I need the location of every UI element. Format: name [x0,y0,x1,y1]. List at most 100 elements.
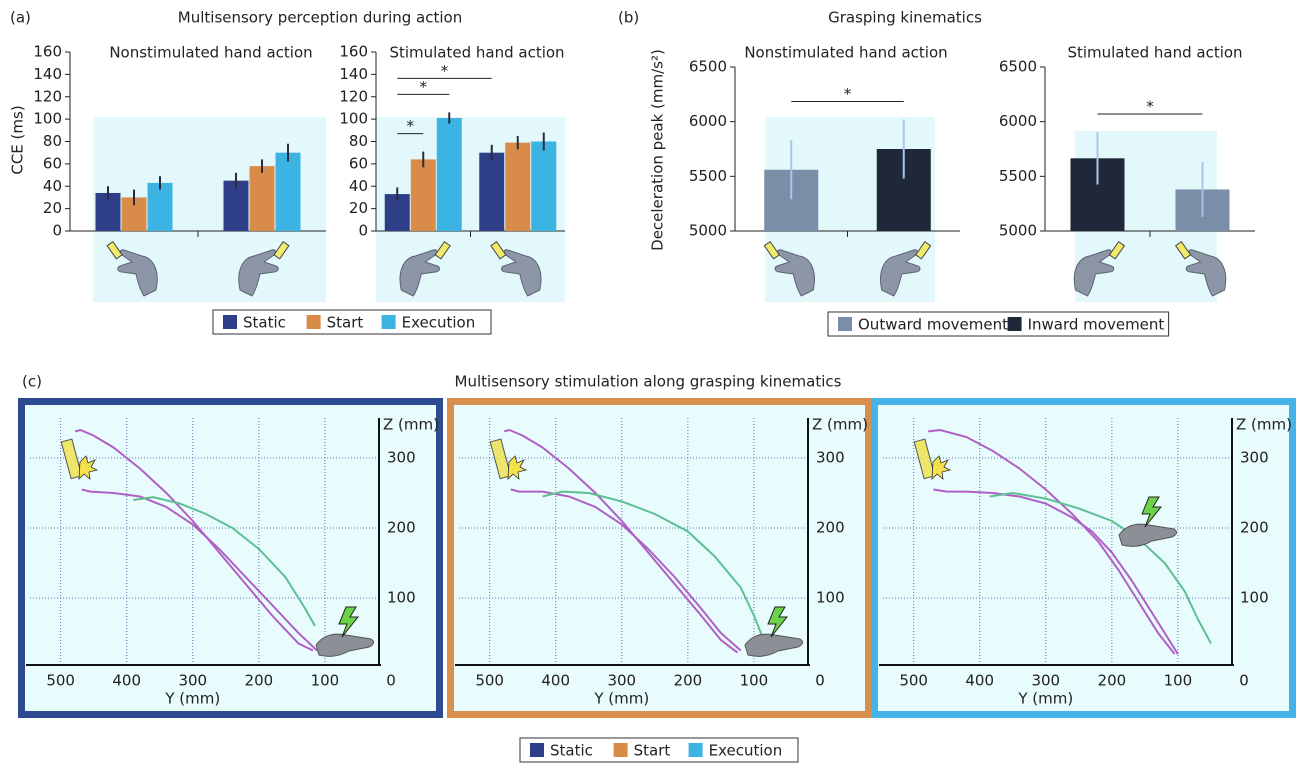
y-tick-label: 40 [43,177,62,195]
chart-subtitle: Stimulated hand action [389,44,564,62]
stimulator-icon [489,438,512,480]
y-tick-label: 0 [358,222,368,240]
y-axis-label: CCE (ms) [9,105,27,174]
hand-shape [1073,249,1115,297]
y-tick-label: 60 [43,154,62,172]
legend-label: Execution [402,314,476,332]
y-tick-label: 6000 [689,112,727,130]
x-tick-label: 0 [815,672,825,690]
trajectory-line [510,488,742,652]
hand-icon [1174,241,1227,297]
stimulator-icon [915,241,932,260]
y-tick-label: 200 [387,519,416,537]
hand-icon [1073,241,1126,297]
bar [223,180,249,231]
y-tick-label: 80 [43,132,62,150]
y-tick-label: 160 [33,43,62,61]
trajectory-line [133,496,316,627]
legend-box [212,309,492,335]
y-tick-label: 100 [387,589,416,607]
legend-label: Execution [709,742,783,760]
hand-icon [399,241,451,297]
y-tick-label: 300 [816,449,845,467]
stimulator-icon [1108,241,1126,260]
legend-label: Start [634,742,671,760]
plot-frame [447,398,872,718]
legend-swatch [838,317,852,331]
stimulator-icon [106,241,123,260]
legend-swatch [223,315,237,329]
hand-shape [774,249,815,297]
x-tick-label: 500 [46,672,75,690]
x-tick-label: 400 [541,672,570,690]
y-tick-label: 6000 [999,112,1037,130]
hand-icon [490,241,542,297]
y-tick-label: 100 [816,589,845,607]
y-tick-label: 5500 [999,167,1037,185]
bar [479,152,505,231]
y-tick-label: 100 [1240,589,1269,607]
y-tick-label: 160 [339,43,368,61]
panel-title: Multisensory stimulation along grasping … [455,373,842,391]
hand-icon [238,241,290,297]
y-axis-label: Z (mm) [383,416,439,434]
x-tick-label: 200 [245,672,274,690]
significance-label: * [1146,98,1154,116]
trajectory-line [933,488,1179,655]
y-axis-label: Z (mm) [812,416,868,434]
hand-shape [238,249,279,297]
bar [249,166,275,231]
y-tick-label: 300 [387,449,416,467]
bar [410,159,436,231]
bar [531,141,557,231]
trajectory-line [81,488,318,652]
stimulator-icon [60,438,83,480]
y-axis-label: Deceleration peak (mm/s²) [649,49,667,251]
stimulator-icon [490,241,507,260]
chart-subtitle: Nonstimulated hand action [109,44,312,62]
bar [147,182,173,231]
spark-icon [78,455,99,481]
x-tick-label: 500 [475,672,504,690]
y-tick-label: 140 [339,65,368,83]
x-tick-label: 400 [965,672,994,690]
y-tick-label: 40 [349,177,368,195]
x-tick-label: 300 [607,672,636,690]
y-tick-label: 120 [33,87,62,105]
lightning-icon [1141,496,1163,528]
y-tick-label: 5000 [689,222,727,240]
plot-frame [871,398,1296,718]
bar [505,142,531,231]
stimulator-icon [763,241,780,260]
legend-box [519,737,799,763]
x-tick-label: 0 [1239,672,1249,690]
y-tick-label: 20 [349,199,368,217]
y-tick-label: 6500 [999,58,1037,76]
legend-swatch [613,743,628,757]
legend-label: Inward movement [1028,316,1165,334]
x-tick-label: 200 [1098,672,1127,690]
x-axis-label: Y (mm) [164,690,220,708]
x-axis-label: Y (mm) [1017,690,1073,708]
hand-shape [880,249,921,297]
hand-icon [106,241,158,297]
legend-swatch [530,743,544,757]
hand-icon [744,633,804,657]
lightning-icon [767,606,789,638]
trajectory-line [503,428,739,654]
y-tick-label: 6500 [689,58,727,76]
legend-label: Static [550,742,593,760]
hand-icon [763,241,815,297]
x-tick-label: 0 [386,672,396,690]
significance-label: * [420,78,428,96]
hand-icon [880,241,932,297]
bar [275,152,301,231]
significance-label: * [844,85,852,103]
spark-icon [507,455,528,481]
trajectory-line [542,490,765,641]
x-axis-label: Y (mm) [593,690,649,708]
x-tick-label: 200 [674,672,703,690]
legend-box [827,311,1170,337]
y-tick-label: 100 [339,110,368,128]
significance-label: * [441,62,449,80]
